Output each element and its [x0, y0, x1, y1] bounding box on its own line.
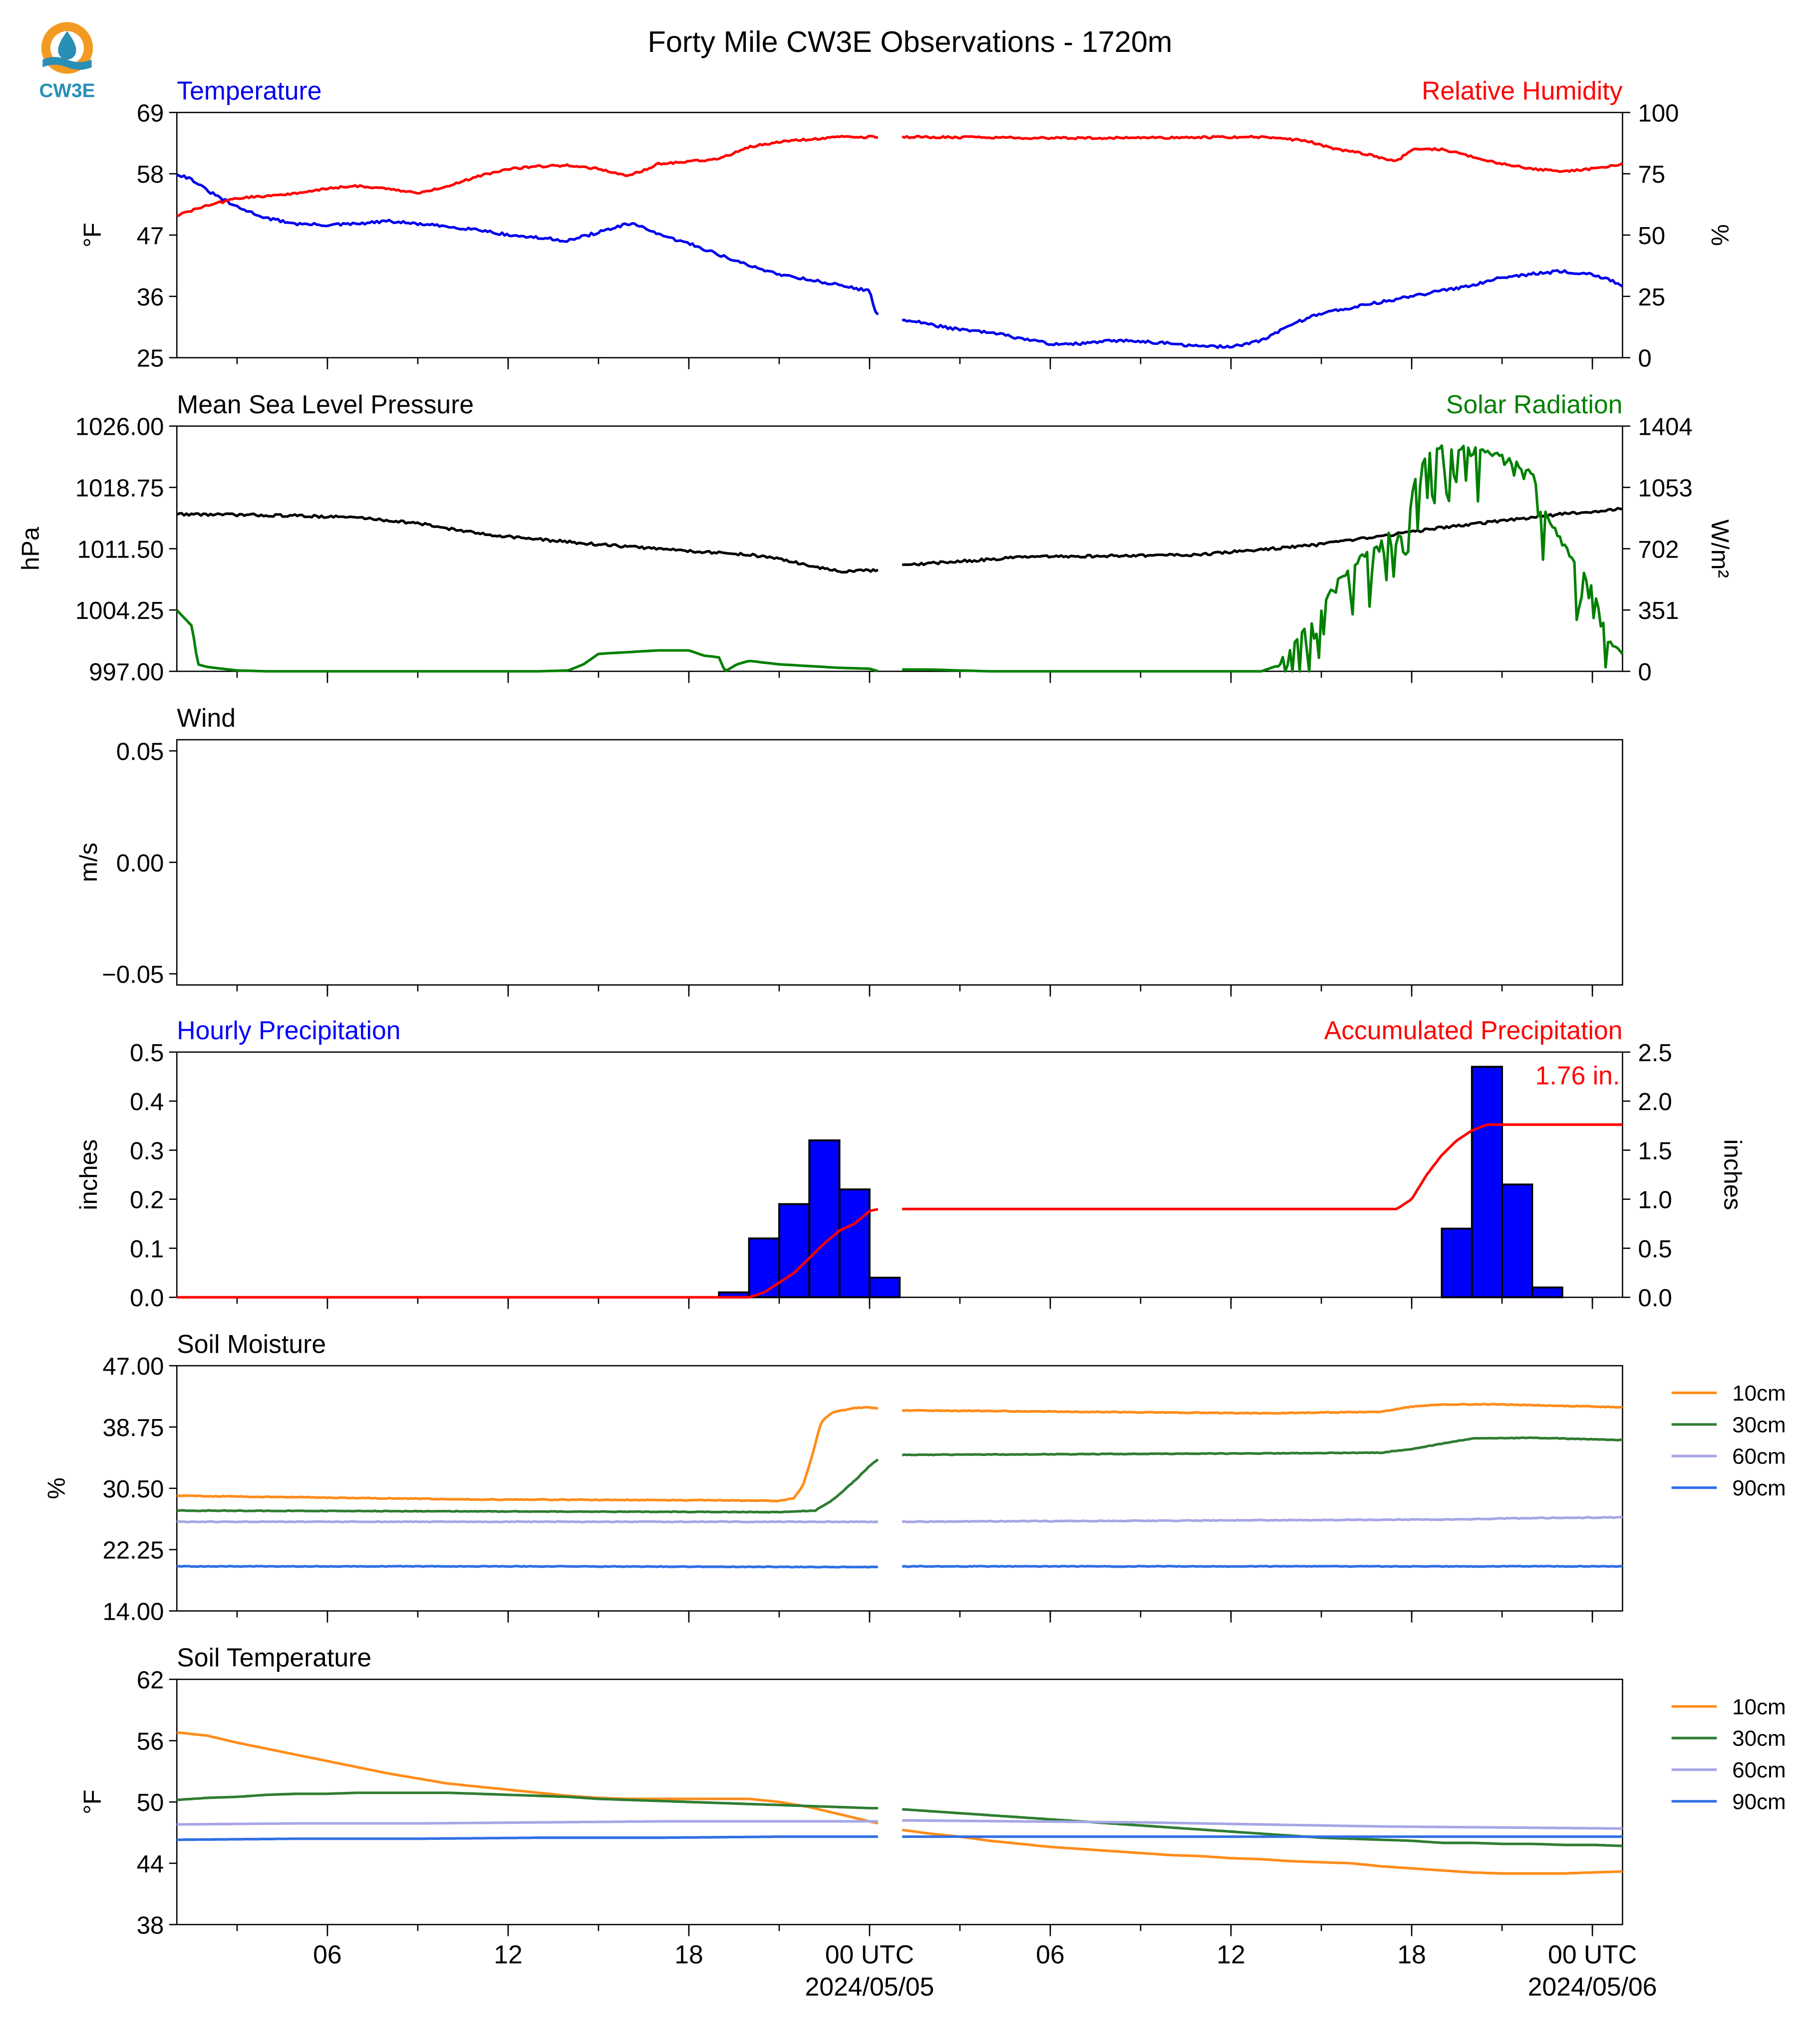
y-tick-label-left: 0.4 — [130, 1089, 164, 1116]
x-date-label: 2024/05/06 — [1528, 1972, 1657, 2001]
series-line-90cm — [177, 1566, 878, 1567]
y-tick-label-right: 2.5 — [1638, 1040, 1672, 1067]
legend-label: 60cm — [1732, 1445, 1786, 1469]
hourly-precip-bar — [749, 1238, 779, 1297]
y-tick-label-left: 50 — [137, 1789, 164, 1816]
y-tick-label-right: 0.5 — [1638, 1236, 1672, 1263]
y-tick-label-left: 0.5 — [130, 1040, 164, 1067]
y-tick-label-right: 100 — [1638, 100, 1679, 127]
y-axis-label-left: °F — [79, 223, 106, 248]
y-tick-label-left: 0.2 — [130, 1187, 164, 1214]
x-tick-label: 18 — [1397, 1940, 1426, 1969]
y-tick-label-left: 1004.25 — [75, 597, 164, 624]
hourly-precip-bar — [809, 1141, 839, 1297]
hourly-precip-bar — [1502, 1184, 1532, 1297]
legend-label: 30cm — [1732, 1413, 1786, 1437]
y-axis-label-right: % — [1706, 224, 1733, 246]
y-axis-label-left: hPa — [17, 527, 44, 571]
y-tick-label-right: 1.5 — [1638, 1138, 1672, 1164]
x-tick-label: 06 — [1036, 1940, 1065, 1969]
y-tick-label-right: 75 — [1638, 161, 1665, 188]
legend-label: 30cm — [1732, 1727, 1786, 1751]
y-tick-label-left: 25 — [137, 345, 164, 372]
y-axis-label-left: °F — [79, 1789, 106, 1814]
y-tick-label-left: 56 — [137, 1728, 164, 1755]
y-tick-label-left: 44 — [137, 1851, 164, 1878]
y-tick-label-left: 0.05 — [116, 738, 164, 765]
y-tick-label-left: 38 — [137, 1912, 164, 1939]
y-tick-label-left: 997.00 — [89, 659, 164, 686]
x-tick-label: 00 UTC — [825, 1940, 914, 1969]
legend-label: 60cm — [1732, 1758, 1786, 1782]
y-tick-label-left: 1018.75 — [75, 475, 164, 502]
panel-title-left: Soil Moisture — [177, 1329, 326, 1358]
y-tick-label-left: 30.50 — [102, 1476, 164, 1503]
y-axis-label-left: m/s — [75, 843, 102, 882]
y-tick-label-left: 22.25 — [102, 1537, 164, 1564]
y-tick-label-right: 25 — [1638, 284, 1665, 311]
y-tick-label-left: 58 — [137, 161, 164, 188]
hourly-precip-bar — [840, 1189, 870, 1297]
panel-title-left: Soil Temperature — [177, 1643, 371, 1672]
y-tick-label-right: 351 — [1638, 597, 1679, 624]
hourly-precip-bar — [870, 1278, 900, 1297]
hourly-precip-bar — [1532, 1287, 1562, 1297]
y-tick-label-left: 0.1 — [130, 1236, 164, 1263]
y-tick-label-left: 1026.00 — [75, 414, 164, 441]
y-tick-label-left: 0.0 — [130, 1285, 164, 1312]
y-tick-label-left: 36 — [137, 284, 164, 311]
x-date-label: 2024/05/05 — [805, 1972, 934, 2001]
y-tick-label-right: 702 — [1638, 536, 1679, 563]
y-tick-label-right: 0 — [1638, 345, 1651, 372]
y-axis-label-right: inches — [1719, 1139, 1746, 1210]
y-tick-label-right: 2.0 — [1638, 1089, 1672, 1116]
y-tick-label-left: 38.75 — [102, 1415, 164, 1442]
y-tick-label-left: 47.00 — [102, 1353, 164, 1380]
y-tick-label-left: 62 — [137, 1667, 164, 1694]
panel-title-right: Relative Humidity — [1422, 76, 1622, 105]
legend-label: 90cm — [1732, 1789, 1786, 1814]
legend-label: 90cm — [1732, 1476, 1786, 1500]
figure-background — [0, 0, 1820, 2028]
y-tick-label-right: 0 — [1638, 659, 1651, 686]
cw3e-logo: CW3E — [39, 22, 95, 101]
y-tick-label-right: 1.0 — [1638, 1187, 1672, 1214]
hourly-precip-bar — [1442, 1229, 1472, 1298]
panel-title-left: Wind — [177, 703, 236, 732]
y-tick-label-left: 14.00 — [102, 1599, 164, 1626]
y-tick-label-left: 47 — [137, 223, 164, 250]
series-line-60cm — [177, 1521, 878, 1522]
hourly-precip-bar — [1472, 1067, 1502, 1297]
y-axis-label-left: inches — [75, 1139, 102, 1210]
legend-label: 10cm — [1732, 1695, 1786, 1719]
y-tick-label-left: 69 — [137, 100, 164, 127]
observation-chart-figure: CW3E Forty Mile CW3E Observations - 1720… — [0, 0, 1820, 2028]
figure-title: Forty Mile CW3E Observations - 1720m — [648, 25, 1173, 58]
y-tick-label-right: 0.0 — [1638, 1285, 1672, 1312]
y-tick-label-left: 1011.50 — [77, 536, 164, 563]
legend-label: 10cm — [1732, 1381, 1786, 1406]
x-tick-label: 12 — [494, 1940, 523, 1969]
y-tick-label-left: −0.05 — [102, 961, 164, 988]
panel-title-left: Mean Sea Level Pressure — [177, 390, 474, 419]
y-axis-label-right: W/m² — [1706, 520, 1733, 578]
x-tick-label: 00 UTC — [1548, 1940, 1637, 1969]
panel-title-right: Solar Radiation — [1446, 390, 1623, 419]
y-tick-label-left: 0.00 — [116, 850, 164, 877]
y-axis-label-left: % — [43, 1477, 70, 1499]
panel-title-right: Accumulated Precipitation — [1324, 1016, 1623, 1045]
y-tick-label-right: 1404 — [1638, 414, 1692, 441]
panel-title-left: Temperature — [177, 76, 321, 105]
y-tick-label-right: 50 — [1638, 223, 1665, 250]
panel-title-left: Hourly Precipitation — [177, 1016, 400, 1045]
x-tick-label: 18 — [674, 1940, 703, 1969]
logo-text: CW3E — [39, 80, 95, 101]
x-tick-label: 06 — [313, 1940, 342, 1969]
hourly-precip-bar — [779, 1204, 809, 1297]
y-tick-label-right: 1053 — [1638, 475, 1692, 502]
y-tick-label-left: 0.3 — [130, 1138, 164, 1164]
x-tick-label: 12 — [1216, 1940, 1245, 1969]
accumulated-total-annotation: 1.76 in. — [1535, 1061, 1620, 1090]
